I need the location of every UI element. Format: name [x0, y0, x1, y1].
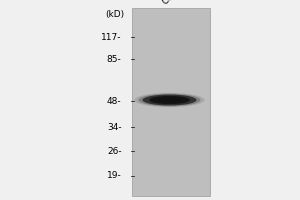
Ellipse shape [138, 94, 200, 106]
Bar [132, 8, 210, 196]
Text: 117-: 117- [101, 32, 122, 42]
Text: 34-: 34- [107, 122, 122, 132]
Ellipse shape [149, 96, 190, 104]
Ellipse shape [157, 98, 182, 102]
Text: 85-: 85- [107, 54, 122, 64]
Ellipse shape [134, 93, 205, 107]
Text: (kD): (kD) [105, 9, 124, 19]
Text: 26-: 26- [107, 146, 122, 156]
Text: 19-: 19- [107, 171, 122, 180]
Text: COLO205: COLO205 [160, 0, 194, 6]
Ellipse shape [142, 95, 196, 106]
Text: 48-: 48- [107, 97, 122, 106]
